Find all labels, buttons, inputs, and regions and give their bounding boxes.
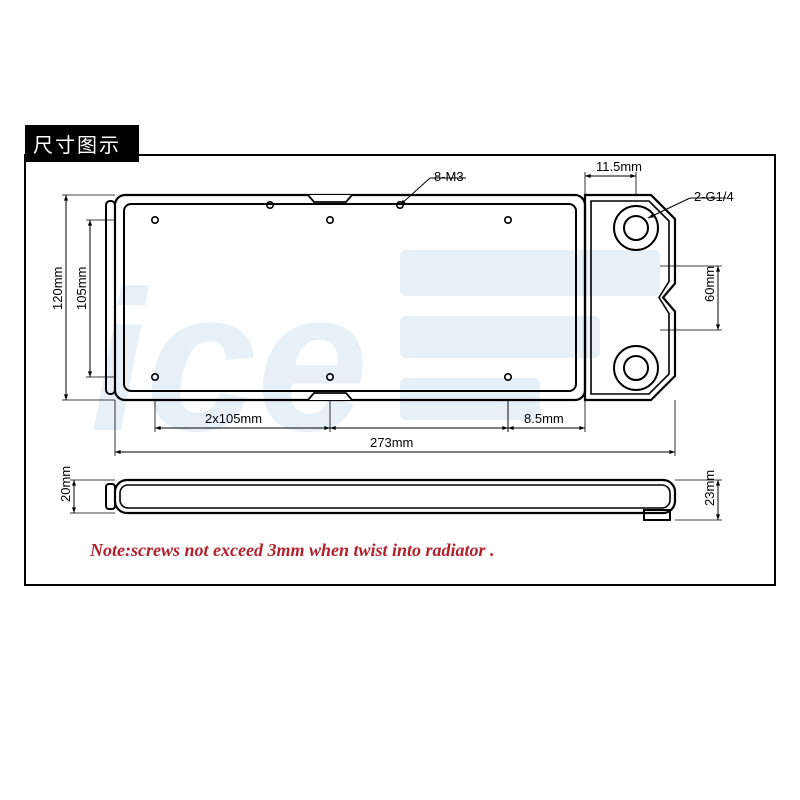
port-inner	[624, 356, 648, 380]
section-title: 尺寸图示	[25, 125, 139, 162]
d_273-label: 273mm	[370, 435, 413, 450]
d_23: 23mm	[675, 470, 722, 520]
d_23-label: 23mm	[702, 470, 717, 506]
warning-note: Note:screws not exceed 3mm when twist in…	[90, 540, 495, 561]
d_115-label: 11.5mm	[596, 159, 642, 174]
port-outer	[614, 346, 658, 390]
radiator-side-view	[106, 480, 675, 520]
screw-hole	[505, 217, 511, 223]
d_8m3-label: 8-M3	[434, 169, 464, 184]
d_2x105-label: 2x105mm	[205, 411, 262, 426]
d_105-label: 105mm	[74, 267, 89, 310]
d_120-label: 120mm	[50, 267, 65, 310]
svg-text:ice: ice	[90, 250, 368, 473]
d_60-label: 60mm	[702, 266, 717, 302]
d_85-label: 8.5mm	[524, 411, 564, 426]
d_8m3: 8-M3	[400, 169, 466, 205]
d_115: 11.5mm	[585, 159, 642, 195]
d_20-label: 20mm	[58, 466, 73, 502]
screw-hole	[327, 217, 333, 223]
d_2g14-label: 2-G1/4	[694, 189, 734, 204]
screw-hole	[152, 217, 158, 223]
port-inner	[624, 216, 648, 240]
port-outer	[614, 206, 658, 250]
